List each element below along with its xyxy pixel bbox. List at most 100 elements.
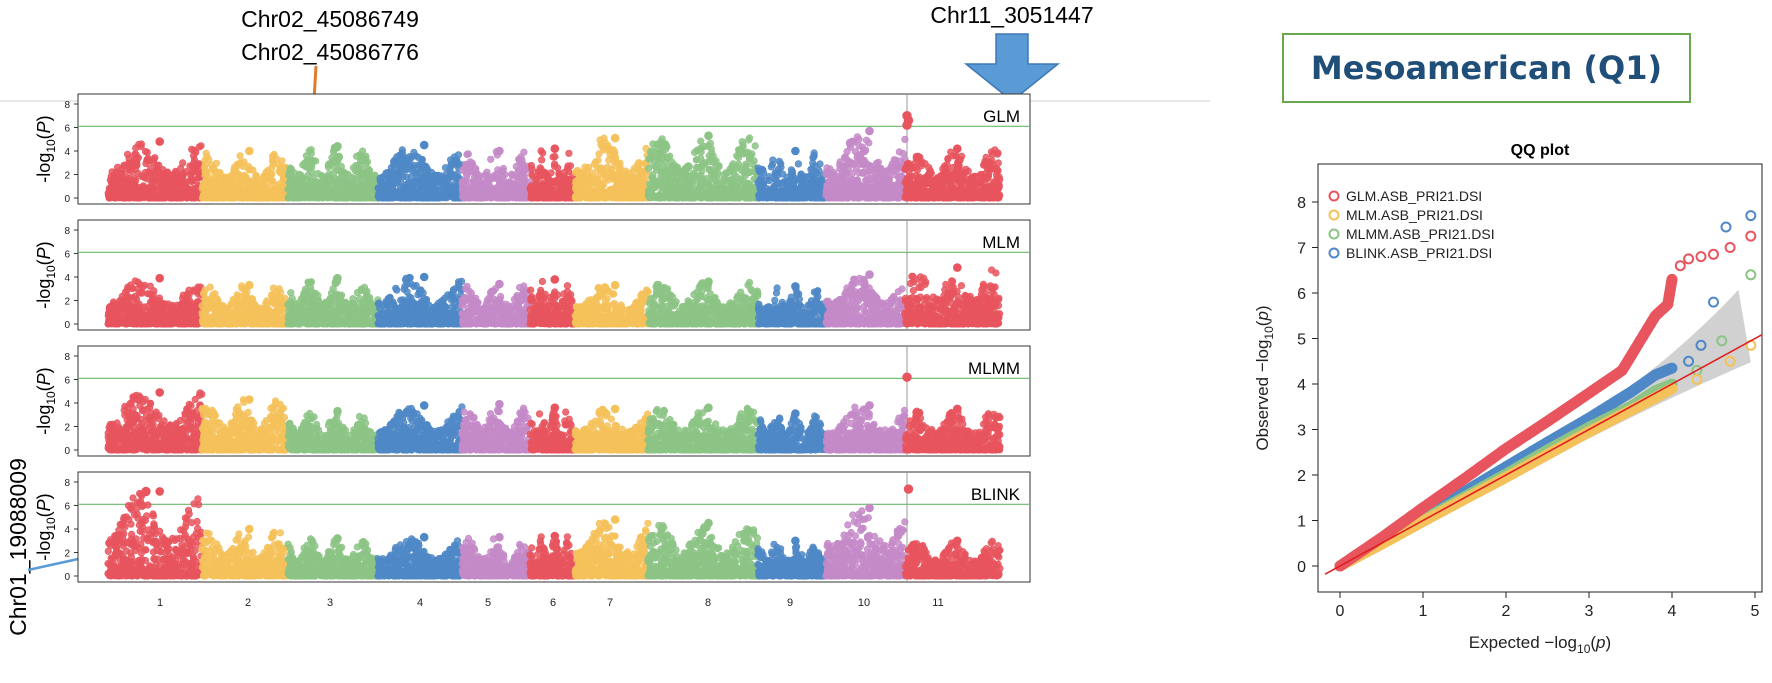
manhattan-plots: 02468-log10(P)GLM02468-log10(P)MLM02468-… (34, 94, 1030, 609)
qq-y-tick-label: 1 (1297, 514, 1306, 531)
chromosome-peak-point (156, 274, 164, 282)
y-tick-label: 6 (64, 376, 70, 387)
y-tick-label: 8 (64, 100, 70, 111)
qq-title: QQ plot (1511, 142, 1570, 159)
y-tick-label: 2 (64, 297, 70, 308)
legend-entry: GLM.ASB_PRI21.DSI (1346, 188, 1482, 204)
chromosome-peak-point (334, 535, 342, 543)
chromosome-peak-point (496, 280, 504, 288)
chromosome-peak-point (705, 519, 713, 527)
y-axis-label: -log10(P) (34, 367, 58, 434)
chromosome-peak-point (246, 525, 254, 533)
chromosome-label: 9 (787, 597, 793, 609)
y-tick-label: 4 (64, 273, 70, 284)
chromosome-label: 6 (550, 597, 556, 609)
chromosome-label: 3 (327, 597, 333, 609)
significant-snp-point (903, 121, 911, 129)
chromosome-label: 1 (157, 597, 163, 609)
annotation-chr01: Chr01_19088009 (5, 458, 31, 636)
qq-x-tick-label: 4 (1668, 603, 1677, 620)
chromosome-11-points (902, 405, 1003, 453)
chromosome-peak-point (420, 141, 428, 149)
chromosome-peak-point (496, 400, 504, 408)
qq-y-tick-label: 4 (1297, 377, 1306, 394)
svg-text:-log10(P): -log10(P) (34, 115, 58, 182)
legend-entry: BLINK.ASB_PRI21.DSI (1346, 245, 1492, 261)
population-title: Mesoamerican (Q1) (1282, 33, 1691, 103)
manhattan-panel-mlmm: 0 2 4 6 8 -log10(P) MLMM (34, 346, 1030, 457)
qq-y-axis-label: Observed −log10(p) (1253, 305, 1276, 450)
y-tick-label: 2 (64, 423, 70, 434)
chromosome-peak-point (611, 281, 619, 289)
chromosome-5-points (459, 147, 533, 201)
model-label: MLM (982, 233, 1020, 252)
model-label: BLINK (971, 485, 1021, 504)
y-tick-label: 4 (64, 399, 70, 410)
qq-y-tick-label: 0 (1297, 559, 1306, 576)
y-tick-label: 4 (64, 525, 70, 536)
chromosome-label: 7 (607, 597, 613, 609)
chromosome-label: 8 (705, 597, 711, 609)
annotation-chr02-a: Chr02_45086749 (241, 6, 419, 32)
y-tick-label: 0 (64, 194, 70, 205)
significant-snp-point (904, 485, 912, 493)
chromosome-8-points (645, 132, 760, 201)
chromosome-peak-point (954, 405, 962, 413)
chromosome-11-points (902, 537, 1003, 579)
significant-snp-point (142, 487, 150, 495)
chromosome-peak-point (156, 488, 164, 496)
chromosome-peak-point (551, 532, 559, 540)
qq-x-tick-label: 5 (1751, 603, 1760, 620)
chromosome-peak-point (551, 276, 559, 284)
y-tick-label: 8 (64, 226, 70, 237)
chromosome-peak-point (792, 537, 800, 545)
qq-x-tick-label: 1 (1419, 603, 1428, 620)
chromosome-peak-point (246, 281, 254, 289)
qq-x-axis-label: Expected −log10(p) (1469, 633, 1611, 656)
manhattan-panel-mlm: 0 2 4 6 8 -log10(P) MLM (34, 220, 1030, 331)
chromosome-peak-point (334, 274, 342, 282)
y-tick-label: 6 (64, 250, 70, 261)
chromosome-peak-point (792, 283, 800, 291)
model-label: GLM (983, 107, 1020, 126)
qq-y-tick-label: 2 (1297, 468, 1306, 485)
y-tick-label: 6 (64, 124, 70, 135)
chromosome-peak-point (705, 278, 713, 286)
chromosome-label: 11 (932, 597, 943, 609)
chromosome-peak-point (792, 410, 800, 418)
chromosome-5-points (459, 280, 533, 327)
chromosome-peak-point (246, 396, 254, 404)
qq-y-tick-label: 7 (1297, 241, 1306, 258)
chromosome-peak-point (551, 145, 559, 153)
chromosome-label: 4 (417, 597, 423, 609)
y-tick-label: 0 (64, 446, 70, 457)
qq-x-tick-label: 0 (1336, 603, 1345, 620)
chromosome-peak-point (420, 273, 428, 281)
y-tick-label: 0 (64, 320, 70, 331)
chromosome-peak-point (954, 537, 962, 545)
y-tick-label: 8 (64, 352, 70, 363)
qq-y-tick-label: 6 (1297, 286, 1306, 303)
y-axis-label: -log10(P) (34, 493, 58, 560)
chromosome-8-points (645, 404, 762, 453)
legend-entry: MLM.ASB_PRI21.DSI (1346, 207, 1483, 223)
chromosome-peak-point (954, 264, 962, 272)
chromosome-label: 2 (245, 597, 251, 609)
chromosome-peak-point (420, 533, 428, 541)
model-label: MLMM (968, 359, 1020, 378)
chromosome-peak-point (496, 533, 504, 541)
annotation-chr02-b: Chr02_45086776 (241, 39, 419, 65)
qq-x-tick-label: 2 (1502, 603, 1511, 620)
chromosome-peak-point (156, 389, 164, 397)
chromosome-peak-point (551, 404, 559, 412)
y-tick-label: 8 (64, 478, 70, 489)
chromosome-peak-point (611, 134, 619, 142)
chromosome-label: 10 (858, 597, 870, 609)
legend-entry: MLMM.ASB_PRI21.DSI (1346, 226, 1495, 242)
annotation-chr11: Chr11_3051447 (930, 2, 1093, 28)
y-tick-label: 0 (64, 572, 70, 583)
y-axis-label: -log10(P) (34, 241, 58, 308)
